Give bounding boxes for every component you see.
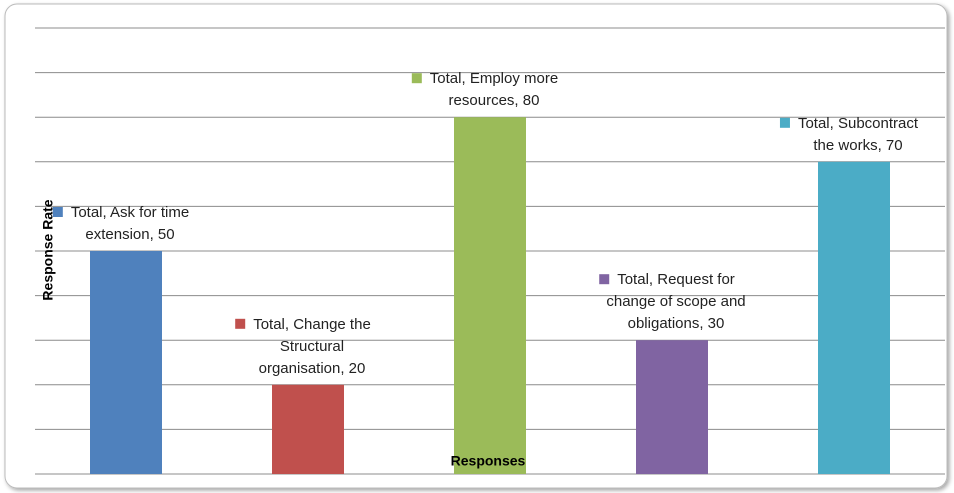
legend-key [779, 117, 790, 128]
legend-key [411, 73, 422, 84]
y-axis-label: Response Rate [40, 199, 56, 300]
bar [454, 117, 526, 474]
x-axis-label: Responses [451, 453, 526, 469]
bar [636, 340, 708, 474]
bar [818, 161, 890, 475]
data-label: Total, Employ more resources, 80 [430, 70, 558, 109]
data-label: Total, Request for change of scope and obl… [606, 271, 745, 332]
legend-key [235, 318, 246, 329]
bars [90, 117, 890, 475]
data-label: Total, Change the Structural organisation,… [253, 316, 371, 377]
data-label: Total, Subcontract the works, 70 [798, 115, 919, 154]
legend-key [52, 207, 63, 217]
data-label: Total, Ask for time extension, 50 [71, 204, 189, 243]
data-labels: Total, Ask for time extension, 50 Total, C… [52, 70, 919, 377]
legend-key [599, 274, 610, 285]
bar [272, 384, 344, 474]
bar [90, 251, 162, 474]
